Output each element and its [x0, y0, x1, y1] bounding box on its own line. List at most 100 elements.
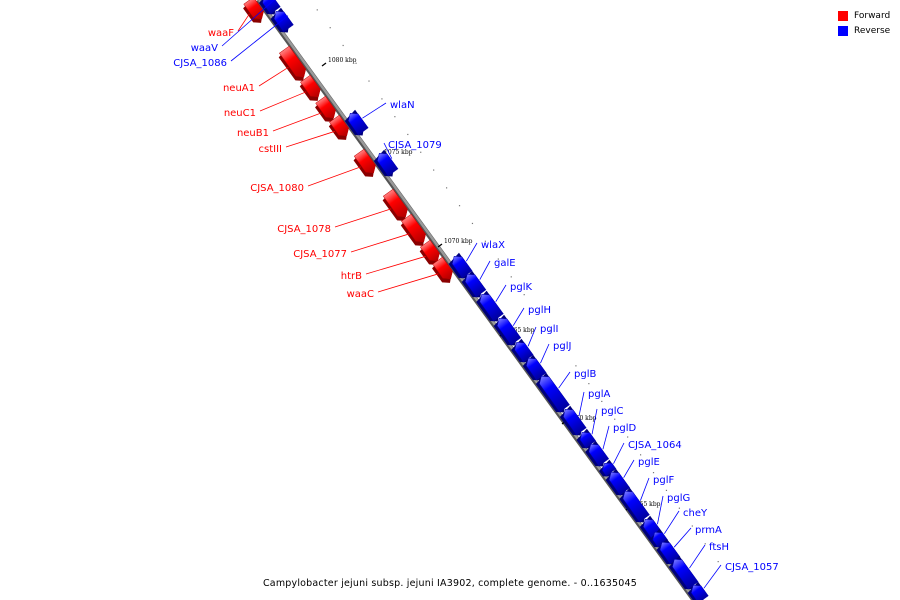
leader-line: [673, 527, 692, 548]
leader-line: [639, 477, 650, 501]
gene-prma: [656, 538, 681, 565]
leader-line: [657, 495, 664, 525]
gene-pgli: [511, 338, 534, 363]
leader-line: [230, 15, 289, 62]
leader-line: [540, 343, 550, 364]
ruler-dot: [627, 436, 629, 438]
ruler-dot: [394, 116, 396, 118]
gene-arrow: [315, 95, 336, 118]
leader-line: [703, 564, 722, 589]
gene-cjsa-1079: [373, 149, 399, 177]
leader-line: [465, 242, 478, 262]
gene-labels: waaF waaV CJSA_1086 neuA1 neuC1 neuB1 cstIII wl…: [173, 0, 779, 589]
gene-label-pgld: pglD: [613, 423, 636, 434]
gene-pgla: [559, 405, 587, 436]
ruler-dot: [652, 472, 655, 474]
ruler-dot: [549, 329, 551, 331]
gene-pgle: [605, 468, 631, 496]
leader-line: [689, 544, 706, 569]
legend-reverse: Reverse: [838, 23, 890, 38]
gene-label-pglf: pglF: [653, 475, 674, 486]
ruler-dot: [420, 151, 422, 153]
ruler-dot: [510, 276, 512, 278]
gene-cjsa-1057: [687, 581, 709, 600]
gene-label-pgla: pglA: [588, 389, 610, 400]
leader-line: [365, 255, 426, 275]
gene-ftsh: [668, 555, 699, 590]
gene-arrow: [579, 432, 596, 449]
gene-arrow: [563, 409, 587, 436]
gene-label-waaf: waaF: [208, 28, 234, 39]
gene-arrow: [539, 376, 570, 413]
gene-arrow: [496, 318, 522, 346]
gene-pgld: [585, 440, 610, 467]
leader-line: [495, 284, 507, 302]
gene-pglk: [476, 290, 504, 322]
gene-label-cstiii: cstIII: [259, 144, 282, 155]
leader-line: [383, 142, 393, 159]
gene-arrow: [401, 213, 426, 242]
leader-line: [334, 208, 392, 228]
ruler-dot: [691, 525, 693, 527]
legend: Forward Reverse: [838, 8, 890, 38]
legend-forward: Forward: [838, 8, 890, 23]
gene-cjsa-1078: [382, 188, 408, 221]
forward-label: Forward: [854, 10, 891, 21]
gene-label-neuc1: neuC1: [224, 108, 256, 119]
leader-line: [512, 307, 525, 326]
gene-pglc: [576, 428, 596, 449]
gene-label-gale: galE: [494, 258, 516, 269]
gene-pglj: [522, 354, 547, 381]
gene-arrow: [300, 74, 321, 97]
ruler-dot: [536, 311, 538, 314]
gene-arrow: [608, 472, 631, 496]
reverse-label: Reverse: [854, 25, 891, 36]
gene-waac: [432, 256, 453, 283]
tick-label: 1075 kbp: [384, 149, 413, 156]
leader-line: [258, 66, 289, 87]
gene-htrb: [419, 239, 440, 265]
gene-label-pglg: pglG: [667, 493, 690, 504]
gene-label-pglk: pglK: [510, 282, 532, 293]
gene-features: [243, 0, 709, 600]
gene-wlan: [344, 109, 369, 136]
gene-arrow: [377, 153, 399, 177]
gene-label-cjsa-1080: CJSA_1080: [250, 183, 304, 194]
gene-label-wlan: wlaN: [390, 100, 415, 111]
gene-neuc1: [299, 74, 321, 101]
gene-arrow: [279, 45, 307, 77]
gene-gale: [461, 270, 487, 298]
gene-label-pgle: pglE: [638, 457, 660, 468]
ruler-dot: [562, 347, 564, 349]
ruler-dot: [704, 543, 706, 545]
ruler-dot: [601, 400, 603, 403]
leader-line: [623, 459, 635, 478]
gene-cjsa-1077: [400, 213, 426, 246]
gene-label-pglc: pglC: [601, 406, 623, 417]
ruler-dot: [433, 169, 435, 171]
gene-wlax: [448, 252, 473, 279]
gene-label-cjsa-1064: CJSA_1064: [628, 440, 682, 451]
ruler-dot: [445, 187, 448, 189]
gene-label-neub1: neuB1: [237, 128, 269, 139]
ruler-dot: [678, 507, 680, 509]
gene-arrow: [382, 188, 408, 217]
leader-line: [377, 273, 439, 293]
ruler-dots: [316, 9, 719, 563]
gene-arrow: [672, 559, 699, 590]
gene-label-prma: prmA: [695, 525, 722, 536]
ruler-dot: [368, 80, 370, 82]
gene-arrow: [659, 542, 681, 565]
ruler-dot: [575, 365, 577, 367]
gene-arrow: [479, 294, 504, 322]
gene-pglb: [535, 372, 570, 413]
gene-label-cjsa-1057: CJSA_1057: [725, 562, 779, 573]
ruler-dot: [381, 98, 383, 100]
gene-label-ftsh: ftsH: [709, 542, 729, 553]
gene-label-waav: waaV: [191, 43, 218, 54]
ruler-dot: [342, 44, 344, 47]
gene-neua1: [278, 45, 307, 81]
tick-label: 1055 kbp: [632, 501, 661, 508]
leader-line: [237, 13, 250, 32]
